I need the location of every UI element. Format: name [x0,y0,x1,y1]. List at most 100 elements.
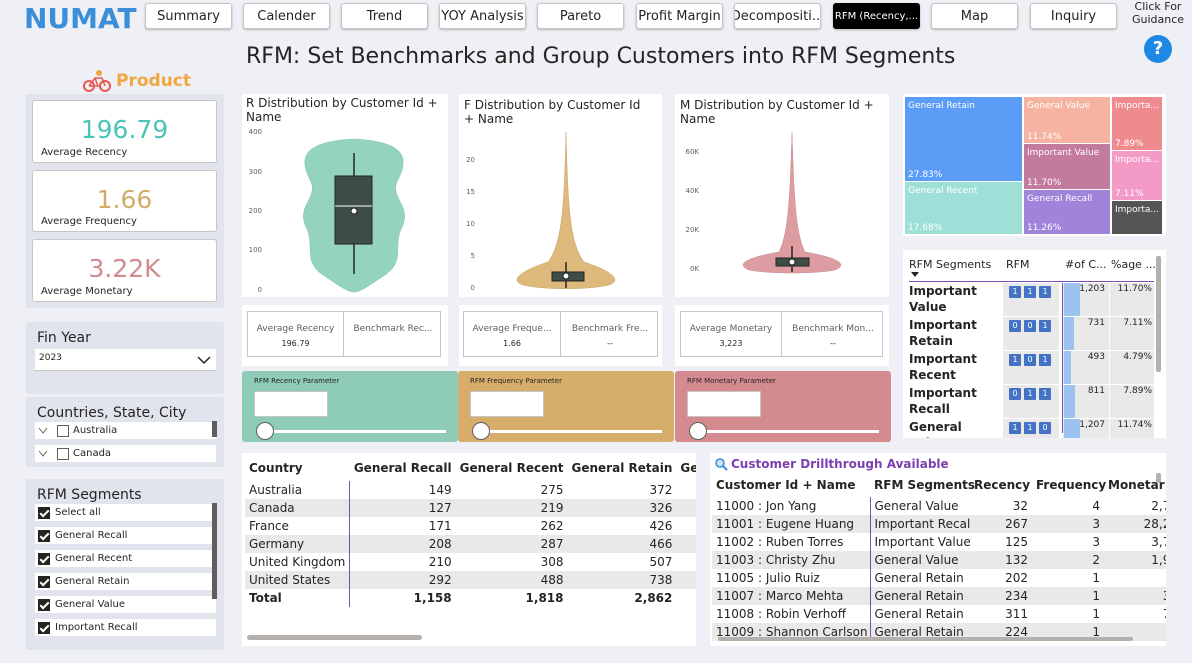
geo-item-canada[interactable]: Canada [35,445,216,462]
treemap-tile[interactable]: General Recent 17.68% [905,182,1022,234]
treemap-tile[interactable]: Importa... [1112,201,1162,234]
checkbox[interactable] [38,599,50,611]
column-header[interactable]: Monetar [1108,478,1165,492]
table-cell: France [245,517,351,535]
treemap-tile[interactable]: Important Value 11.70% [1024,144,1110,189]
treemap-tile[interactable]: General Retain 27.83% [905,97,1022,181]
scrollbar[interactable] [1156,473,1161,483]
column-header[interactable]: RFM Segments [909,258,992,271]
table-row[interactable]: 11001 : Eugene Huang Important Recall 267 3… [712,515,1166,533]
column-header[interactable]: Country [249,461,303,475]
help-icon[interactable]: ? [1144,35,1172,63]
table-cell: 2 [1032,551,1104,569]
sort-icon[interactable] [911,272,919,277]
column-header[interactable]: RFM [1006,258,1030,271]
checkbox[interactable] [38,622,50,634]
checkbox[interactable] [38,553,50,565]
slider-handle[interactable] [256,422,274,440]
geo-item-australia[interactable]: Australia [35,422,216,439]
table-row[interactable]: Important Value 1 1 1 1,203 11.70% [903,283,1155,316]
column-header[interactable]: General [680,461,696,475]
chevron-down-icon[interactable] [38,450,48,458]
tab-8[interactable]: Map [931,3,1018,29]
tab-4[interactable]: Pareto [537,3,624,29]
tab-3[interactable]: YOY Analysis [439,3,526,29]
total-cell: Total [245,589,351,607]
y-tick: 40K [686,187,700,195]
segment-filter-item[interactable]: General Recall [35,527,216,544]
parameter-input[interactable] [254,391,328,417]
tab-6[interactable]: Decompositi... [734,3,821,29]
table-row[interactable]: Important Recall 0 1 1 811 7.89% [903,385,1155,418]
segment-filter-item[interactable]: Select all [35,504,216,521]
scrollbar[interactable] [212,503,217,599]
tab-7[interactable]: RFM (Recency,... [833,3,920,29]
parameter-input[interactable] [687,391,761,417]
table-cell: 208 [349,535,456,553]
segment-filter-item[interactable]: General Recent [35,550,216,567]
segment-filter-item[interactable]: General Value [35,596,216,613]
fin-year-dropdown[interactable]: 2023 [35,349,216,371]
tab-0[interactable]: Summary [145,3,232,29]
pct-value: 11.74% [1117,420,1152,430]
tab-2[interactable]: Trend [341,3,428,29]
checkbox[interactable] [38,507,50,519]
column-header[interactable]: Recency [974,478,1031,492]
table-row[interactable]: Important Recent 1 0 1 493 4.79% [903,351,1155,384]
treemap-tile[interactable]: Importa... 7.11% [1112,151,1162,200]
scrollbar[interactable] [718,637,1133,641]
table-cell: 11003 : Christy Zhu [712,551,871,569]
pct-value: 4.79% [1123,352,1152,362]
tab-5[interactable]: Profit Margin [636,3,723,29]
tab-1[interactable]: Calender [243,3,330,29]
drill-label: Customer Drillthrough Available [731,457,949,471]
checkbox[interactable] [57,425,69,437]
scrollbar[interactable] [1156,256,1161,372]
column-header[interactable]: RFM Segments [874,478,975,492]
column-header[interactable]: Frequency [1036,478,1107,492]
segment-filter-label: General Recent [55,553,133,564]
table-row[interactable]: 11009 : Shannon Carlson General Retain 224… [712,623,1166,641]
column-header[interactable]: General Recent [459,461,564,475]
table-row[interactable]: Important Retain 0 0 1 731 7.11% [903,317,1155,350]
table-cell: 326 [567,499,677,517]
slider-track[interactable] [699,430,879,433]
treemap-tile[interactable]: Importa... 7.89% [1112,97,1162,150]
column-header[interactable]: Customer Id + Name [716,478,856,492]
table-cell: 311 [1005,607,1028,621]
table-cell: 127 [349,499,456,517]
segment-filter-item[interactable]: General Retain [35,573,216,590]
slider-track[interactable] [266,430,446,433]
guidance-label[interactable]: Click For Guidance [1131,0,1185,26]
slider-handle[interactable] [689,422,707,440]
table-cell: Australia [245,481,351,499]
scrollbar[interactable] [247,635,422,640]
checkbox[interactable] [38,530,50,542]
column-header[interactable]: %age ... [1111,258,1156,271]
table-header-row: RFM Segments RFM #of C... %age ... [903,256,1156,278]
treemap-tile[interactable]: General Recall 11.26% [1024,190,1110,234]
column-header[interactable]: General Retain [571,461,673,475]
slider-track[interactable] [482,430,662,433]
rfm-code-box: 0 [1009,388,1021,400]
scrollbar[interactable] [212,421,217,437]
checkbox[interactable] [38,576,50,588]
checkbox[interactable] [57,448,69,460]
tab-9[interactable]: Inquiry [1030,3,1117,29]
slider-handle[interactable] [472,422,490,440]
benchmark-card: Average Recency 196.79 Benchmark Rec... [247,311,441,357]
parameter-input[interactable] [470,391,544,417]
column-header[interactable]: General Recall [353,461,452,475]
table-row[interactable]: 11002 : Ruben Torres Important Value 125 3 3… [712,533,1166,551]
segment-filter-item[interactable]: Important Recall [35,619,216,636]
treemap-tile[interactable]: General Value 11.74% [1024,97,1110,143]
chevron-down-icon[interactable] [38,427,48,435]
mean-marker [562,272,570,280]
column-header[interactable]: #of C... [1065,258,1107,271]
